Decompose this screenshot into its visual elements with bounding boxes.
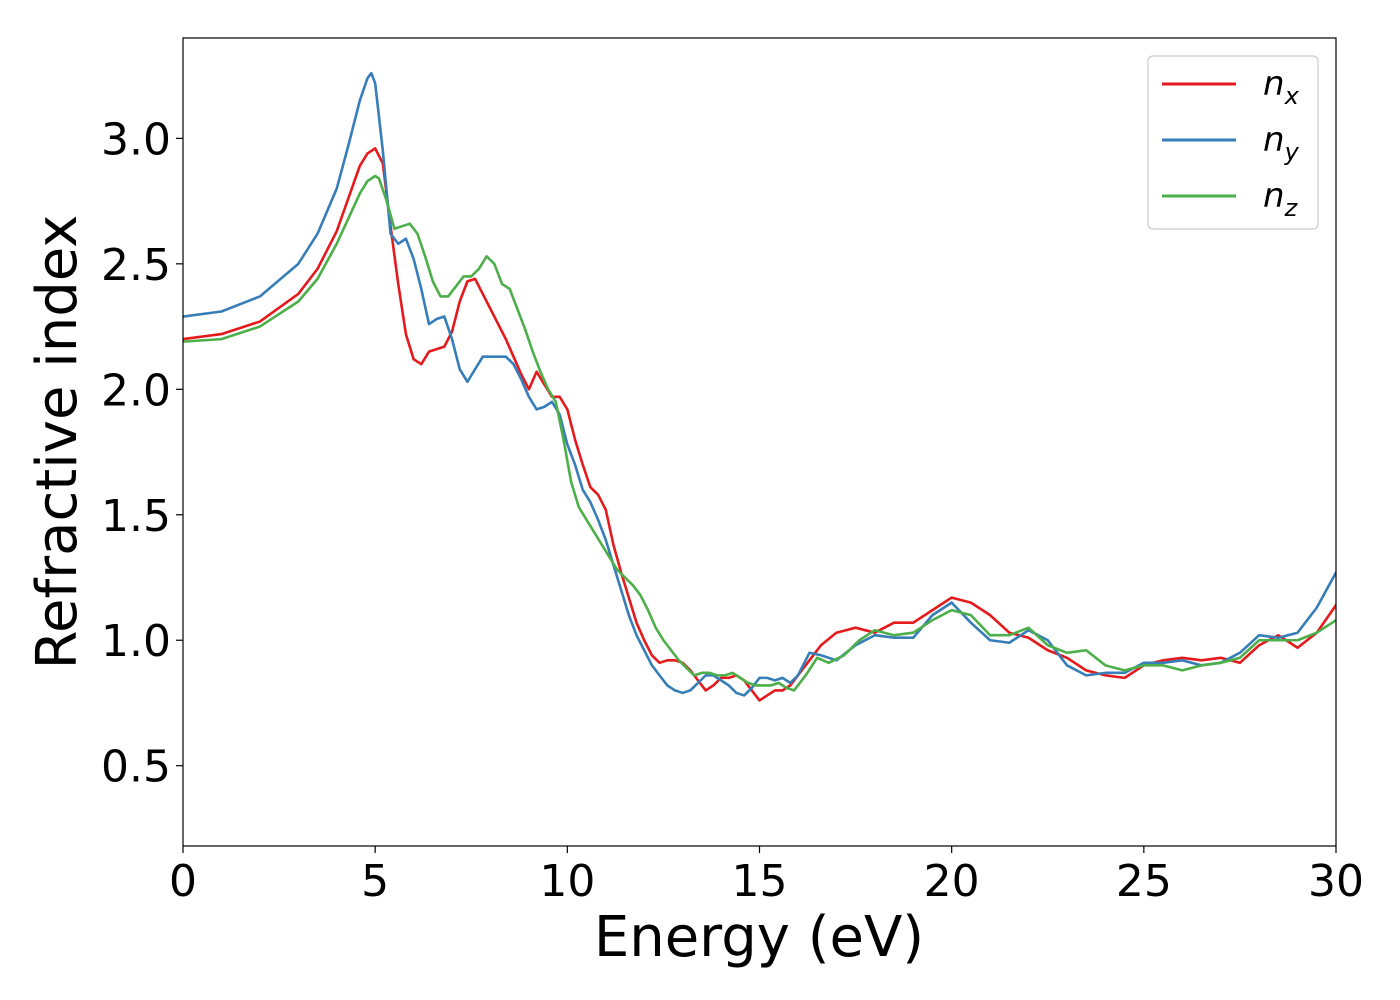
- x-axis-ticks: 0 5 10 15 20 25 30: [169, 846, 1364, 907]
- x-tick-label: 0: [169, 856, 197, 907]
- y-axis-label: Refractive index: [25, 215, 90, 670]
- y-tick-label: 0.5: [101, 742, 171, 793]
- y-tick-label: 1.5: [101, 491, 171, 542]
- y-tick-label: 2.5: [101, 240, 171, 291]
- x-tick-label: 25: [1116, 856, 1172, 907]
- x-tick-label: 20: [924, 856, 980, 907]
- y-tick-label: 1.0: [101, 616, 171, 667]
- legend-box: [1147, 55, 1319, 230]
- y-tick-label: 2.0: [101, 365, 171, 416]
- series-line-nx: [183, 147, 1336, 702]
- x-tick-label: 10: [539, 856, 595, 907]
- y-axis-ticks: 0.5 1.0 1.5 2.0 2.5 3.0: [101, 114, 183, 793]
- x-tick-label: 5: [361, 856, 389, 907]
- series-line-nz: [183, 174, 1336, 692]
- x-axis-label: Energy (eV): [594, 905, 924, 970]
- y-tick-label: 3.0: [101, 114, 171, 165]
- series-group: [183, 71, 1336, 702]
- x-tick-label: 30: [1308, 856, 1364, 907]
- x-tick-label: 15: [732, 856, 788, 907]
